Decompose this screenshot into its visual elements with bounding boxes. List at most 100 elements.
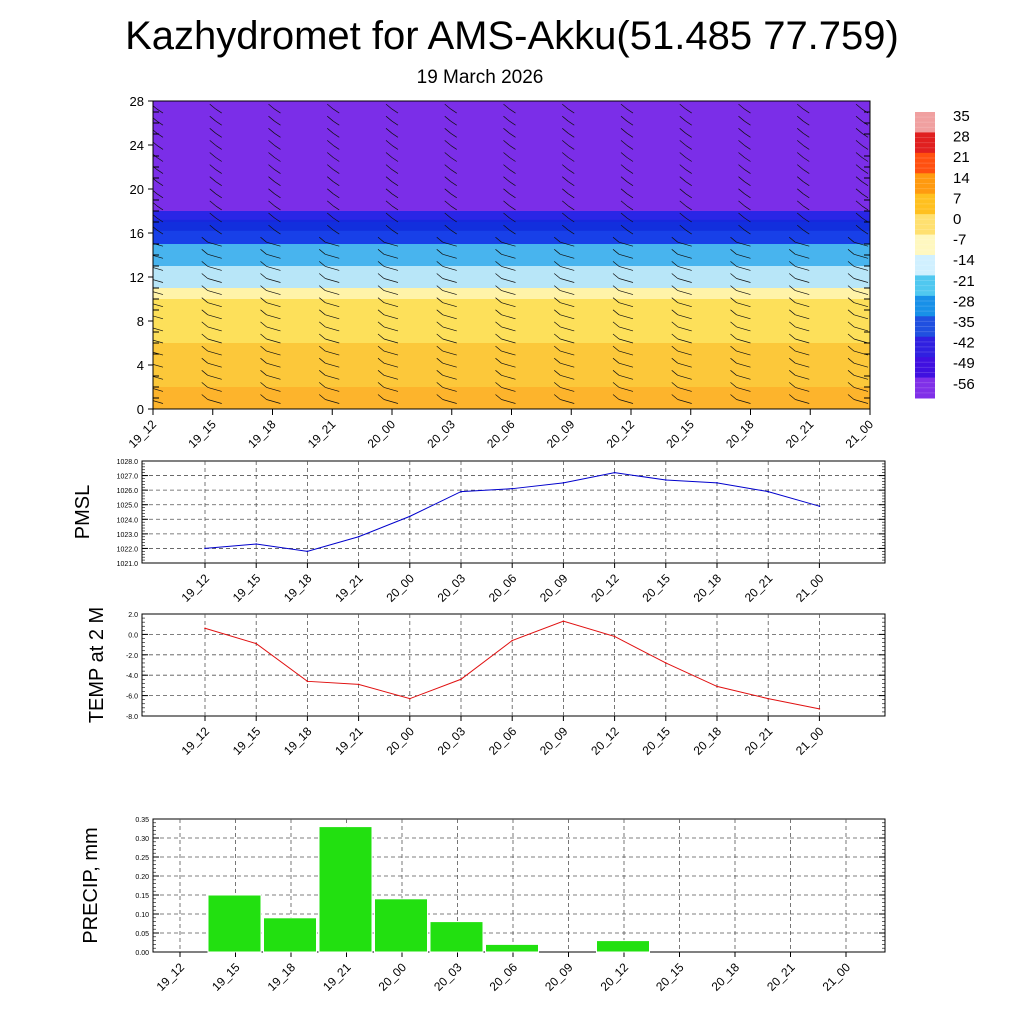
wind-barb (618, 374, 634, 380)
wind-barb-flag (797, 200, 804, 207)
wind-barb (215, 145, 222, 150)
panel-x-tick-label: 20_21 (742, 571, 776, 605)
wind-barb-flag (436, 261, 443, 267)
wind-barb (677, 350, 692, 356)
panel-x-tick-label: 20_06 (486, 571, 520, 605)
wind-barb-flag (153, 117, 158, 122)
wind-barb-flag (260, 285, 267, 291)
wind-barb-flag (855, 140, 863, 146)
wind-barb (325, 253, 340, 259)
wind-barb (853, 338, 869, 344)
wind-barb (736, 241, 751, 247)
panel-x-tick-label: 20_09 (537, 571, 571, 605)
wind-barb-flag (377, 333, 385, 340)
wind-barb (156, 108, 164, 114)
wind-barb-flag (679, 188, 686, 195)
wind-barb (333, 181, 340, 186)
wind-barb-flag (562, 140, 569, 146)
wind-barb-flag (319, 273, 326, 279)
panel-x-tick-label: 20_15 (653, 960, 687, 994)
wind-barb (795, 278, 810, 283)
wind-barb-flag (319, 309, 326, 316)
precip-bar (429, 921, 484, 953)
wind-barb (509, 229, 516, 235)
wind-barb-flag (612, 321, 620, 328)
wind-barb-flag (612, 333, 620, 340)
wind-barb-flag (209, 212, 216, 219)
wind-barb-flag (319, 261, 326, 267)
wind-barb (442, 350, 457, 356)
heatmap-y-tick-label: 16 (130, 226, 144, 241)
wind-barb (274, 181, 281, 186)
wind-barb (795, 266, 810, 271)
wind-barb (266, 326, 281, 332)
wind-barb (274, 205, 281, 211)
precip-panel: 0.35 0.30 0.25 0.20 0.15 0.10 0.05 0.00 19_12 19_… (80, 817, 886, 994)
wind-barb (215, 133, 222, 138)
wind-barb-flag (319, 236, 326, 243)
colorbar: 35 28 21 14 7 0 -7 -14 -21 -28 -35 -42 -49 -56 (915, 108, 975, 399)
precip-bar (374, 898, 428, 953)
wind-barb (853, 290, 869, 295)
wind-barb (391, 108, 399, 114)
panel-x-tick-label: 20_12 (598, 960, 632, 994)
wind-barb-flag (260, 370, 267, 376)
wind-barb-flag (679, 212, 686, 219)
wind-barb (442, 387, 457, 392)
wind-barb-flag (554, 236, 561, 243)
panel-x-tick-label: 20_03 (435, 724, 469, 758)
wind-barb-flag (620, 140, 628, 146)
panel-x-tick-label: 20_15 (639, 571, 673, 605)
wind-barb-flag (377, 309, 385, 316)
wind-barb (501, 314, 516, 320)
wind-barb (509, 181, 516, 186)
wind-barb-flag (436, 309, 443, 316)
wind-barb-flag (377, 382, 385, 388)
heatmap-fill (153, 101, 870, 409)
wind-barb-flag (201, 285, 208, 291)
wind-barb (618, 399, 634, 404)
wind-barb (573, 101, 575, 102)
pmsl-point (818, 505, 821, 507)
panel-y-tick-label: 0.30 (135, 836, 149, 843)
wind-barb (795, 362, 810, 368)
wind-barb-flag (209, 164, 216, 170)
heatmap-y-tick-label: 0 (137, 402, 144, 417)
wind-barb-flag (789, 382, 796, 388)
wind-barb (853, 253, 869, 259)
wind-barb-flag (620, 115, 628, 122)
wind-barb (795, 350, 810, 356)
wind-barb-flag (503, 164, 510, 170)
colorbar-tick-label: 28 (953, 129, 970, 146)
panel-x-tick-label: 19_21 (320, 960, 354, 994)
heatmap-y-tick-label: 28 (130, 94, 144, 109)
panel-x-tick-label: 20_18 (691, 571, 725, 605)
wind-barb (383, 387, 399, 392)
panel-x-tick-label: 20_15 (639, 724, 673, 758)
panel-x-tick-label: 21_00 (793, 724, 827, 758)
wind-barb (744, 205, 751, 211)
wind-barb-flag (730, 236, 737, 243)
wind-barb-flag (679, 140, 686, 146)
colorbar-swatch (915, 112, 935, 133)
wind-barb (450, 193, 457, 199)
wind-barb-flag (444, 164, 451, 170)
wind-barb (266, 241, 281, 247)
wind-barb (853, 362, 869, 368)
wind-barb (274, 229, 281, 235)
wind-barb (156, 181, 164, 186)
wind-barb-flag (738, 176, 745, 182)
wind-barb (677, 253, 692, 259)
wind-barb (803, 120, 810, 126)
wind-barb (744, 145, 751, 150)
wind-barb-flag (730, 394, 737, 400)
precip-bar (485, 943, 539, 953)
wind-barb-flag (562, 128, 569, 134)
wind-barb-flag (201, 297, 208, 303)
pmsl-point (716, 482, 718, 484)
temperature-cross-section: 0 4 8 12 16 20 24 28 19_12 19_15 19_18 19_21 20_00 20… (126, 94, 877, 451)
wind-barb-flag (319, 249, 326, 255)
wind-barb (677, 362, 692, 368)
wind-barb-flag (671, 273, 678, 279)
